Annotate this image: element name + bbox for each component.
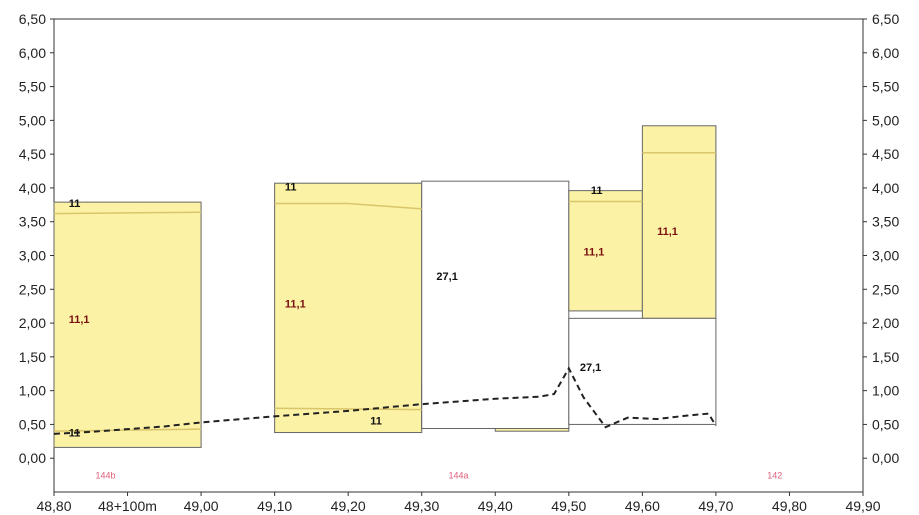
- y-tick-label-left: 1,50: [19, 349, 46, 365]
- y-tick-label-left: 6,00: [19, 45, 46, 61]
- x-tick-label: 49,80: [772, 498, 807, 514]
- y-tick-label-right: 2,00: [872, 315, 899, 331]
- layer-block: [568, 317, 717, 425]
- layer-block: [568, 190, 643, 312]
- y-tick-label-right: 4,50: [872, 146, 899, 162]
- layer-boundary: [274, 407, 422, 411]
- y-tick-label-left: 2,50: [19, 281, 46, 297]
- reference-label: 144a: [448, 470, 468, 480]
- reference-label: 142: [767, 470, 782, 480]
- y-tick-label-right: 3,00: [872, 248, 899, 264]
- layer-block: [274, 182, 423, 434]
- layer-label: 27,1: [436, 271, 457, 283]
- y-tick-label-left: 4,00: [19, 180, 46, 196]
- y-tick-label-right: 0,50: [872, 416, 899, 432]
- y-tick-label-right: 3,50: [872, 214, 899, 230]
- layer-label: 27,1: [580, 362, 601, 374]
- y-tick-label-right: 6,00: [872, 45, 899, 61]
- layer-boundary: [53, 428, 202, 432]
- layer-label: 11,1: [69, 314, 90, 326]
- x-tick-label: 49,00: [184, 498, 219, 514]
- layer-label: 11,1: [584, 247, 605, 259]
- reference-labels: 144b 144a 142: [95, 470, 782, 480]
- layer-blocks: [53, 125, 717, 448]
- layer-label: 11: [285, 182, 297, 194]
- x-tick-label: 49,60: [625, 498, 660, 514]
- y-tick-label-left: 4,50: [19, 146, 46, 162]
- layer-labels: 11 11,1 11 11 11,1 11 27,1 11 11,1 11,1 27,1: [69, 182, 678, 440]
- x-tick-label: 49,10: [257, 498, 292, 514]
- y-tick-label-right: 5,50: [872, 79, 899, 95]
- y-tick-label-right: 4,00: [872, 180, 899, 196]
- series-line: [53, 366, 717, 435]
- y-tick-label-left: 5,50: [19, 79, 46, 95]
- layer-label: 11: [591, 185, 603, 197]
- x-tick-label: 48+100m: [98, 498, 157, 514]
- x-tick-label: 49,40: [478, 498, 513, 514]
- x-tick-label: 48,80: [36, 498, 71, 514]
- layer-label: 11,1: [285, 299, 306, 311]
- layer-block: [641, 125, 717, 319]
- layer-block: [53, 201, 202, 448]
- series-lines: [53, 366, 717, 435]
- y-tick-label-right: 6,50: [872, 11, 899, 27]
- layer-label: 11,1: [657, 226, 678, 238]
- y-tick-label-left: 0,00: [19, 450, 46, 466]
- layer-block: [421, 180, 570, 429]
- layer-boundary: [53, 211, 202, 215]
- y-tick-label-right: 2,50: [872, 281, 899, 297]
- y-tick-label-right: 5,00: [872, 112, 899, 128]
- x-tick-label: 49,90: [845, 498, 880, 514]
- y-tick-label-right: 1,50: [872, 349, 899, 365]
- y-tick-label-left: 1,00: [19, 383, 46, 399]
- y-tick-label-left: 3,00: [19, 248, 46, 264]
- layer-label: 11: [69, 198, 81, 210]
- y-tick-label-left: 3,50: [19, 214, 46, 230]
- x-tick-label: 49,30: [404, 498, 439, 514]
- y-tick-label-right: 0,00: [872, 450, 899, 466]
- x-tick-label: 49,70: [698, 498, 733, 514]
- layer-boundaries: [53, 152, 716, 432]
- x-tick-label: 49,50: [551, 498, 586, 514]
- y-tick-label-left: 0,50: [19, 416, 46, 432]
- x-tick-label: 49,20: [331, 498, 366, 514]
- x-axis-ticks: 48,80 48+100m 49,00 49,10 49,20 49,30 49,40 49,…: [36, 492, 881, 514]
- layer-boundary: [274, 202, 422, 210]
- layer-label: 11: [370, 415, 382, 427]
- y-tick-label-left: 5,00: [19, 112, 46, 128]
- y-tick-label-right: 1,00: [872, 383, 899, 399]
- y-axis-ticks: 0,00 0,00 0,50 0,50 1,00 1,00 1,50 1,50 2,00 2,00…: [19, 11, 900, 466]
- y-tick-label-left: 2,00: [19, 315, 46, 331]
- layer-label: 11: [69, 428, 81, 440]
- y-tick-label-left: 6,50: [19, 11, 46, 27]
- reference-label: 144b: [95, 470, 115, 480]
